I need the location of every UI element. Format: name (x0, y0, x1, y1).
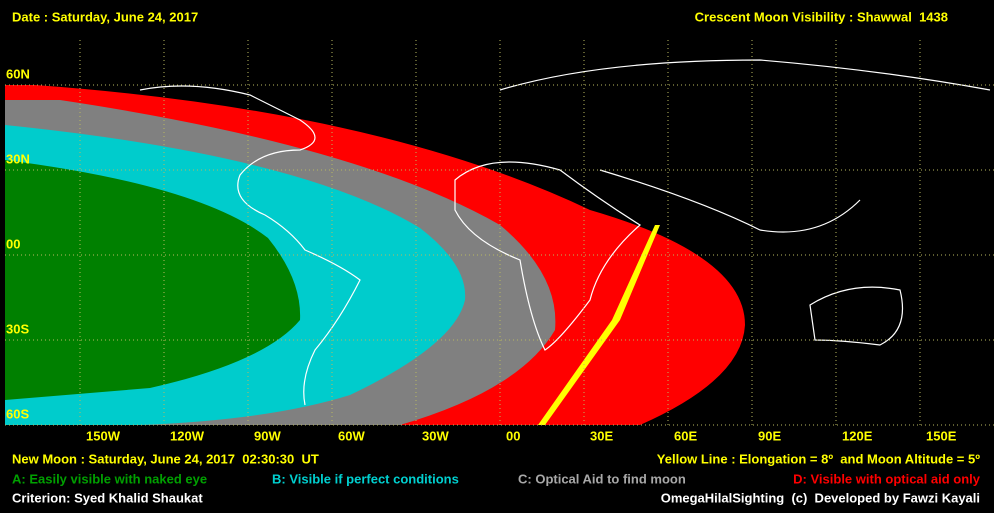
lon-label: 150W (86, 428, 121, 443)
map-title: Crescent Moon Visibility : Shawwal 1438 (695, 9, 948, 24)
americas-outline (139, 85, 361, 406)
lon-label: 00 (506, 428, 520, 443)
lon-label: 150E (926, 428, 957, 443)
lon-label: 90E (758, 428, 781, 443)
lat-label: 60S (6, 406, 29, 421)
legend-c: C: Optical Aid to find moon (518, 471, 686, 486)
yellow-line (538, 225, 660, 425)
zone-a (5, 160, 301, 400)
lon-label: 120E (842, 428, 873, 443)
eurasia-outline (499, 59, 991, 233)
new-moon: New Moon : Saturday, June 24, 2017 02:30… (12, 451, 319, 466)
lon-label: 30E (590, 428, 613, 443)
lat-label: 30N (6, 151, 30, 166)
lon-label: 60W (338, 428, 365, 443)
australia-outline (809, 286, 904, 346)
lon-label: 120W (170, 428, 205, 443)
lat-label: 30S (6, 321, 29, 336)
lat-label: 60N (6, 66, 30, 81)
labels: 60N 30N 00 30S 60S 150W 120W 90W 60W 30W 00 30E 60E 9… (6, 66, 957, 443)
lat-label: 00 (6, 236, 20, 251)
yellow-line-note: Yellow Line : Elongation = 8º and Moon A… (657, 451, 980, 466)
lon-label: 30W (422, 428, 449, 443)
lon-label: 90W (254, 428, 281, 443)
continent-outlines (139, 59, 991, 406)
date: Date : Saturday, June 24, 2017 (12, 9, 198, 24)
criterion: Criterion: Syed Khalid Shaukat (12, 490, 203, 505)
legend-b: B: Visible if perfect conditions (272, 471, 459, 486)
africa-outline (454, 161, 642, 351)
legend-d: D: Visible with optical aid only (793, 471, 981, 486)
credit: OmegaHilalSighting (c) Developed by Fawz… (661, 490, 980, 505)
legend-a: A: Easily visible with naked eye (12, 471, 207, 486)
lon-label: 60E (674, 428, 697, 443)
grid (5, 40, 994, 428)
